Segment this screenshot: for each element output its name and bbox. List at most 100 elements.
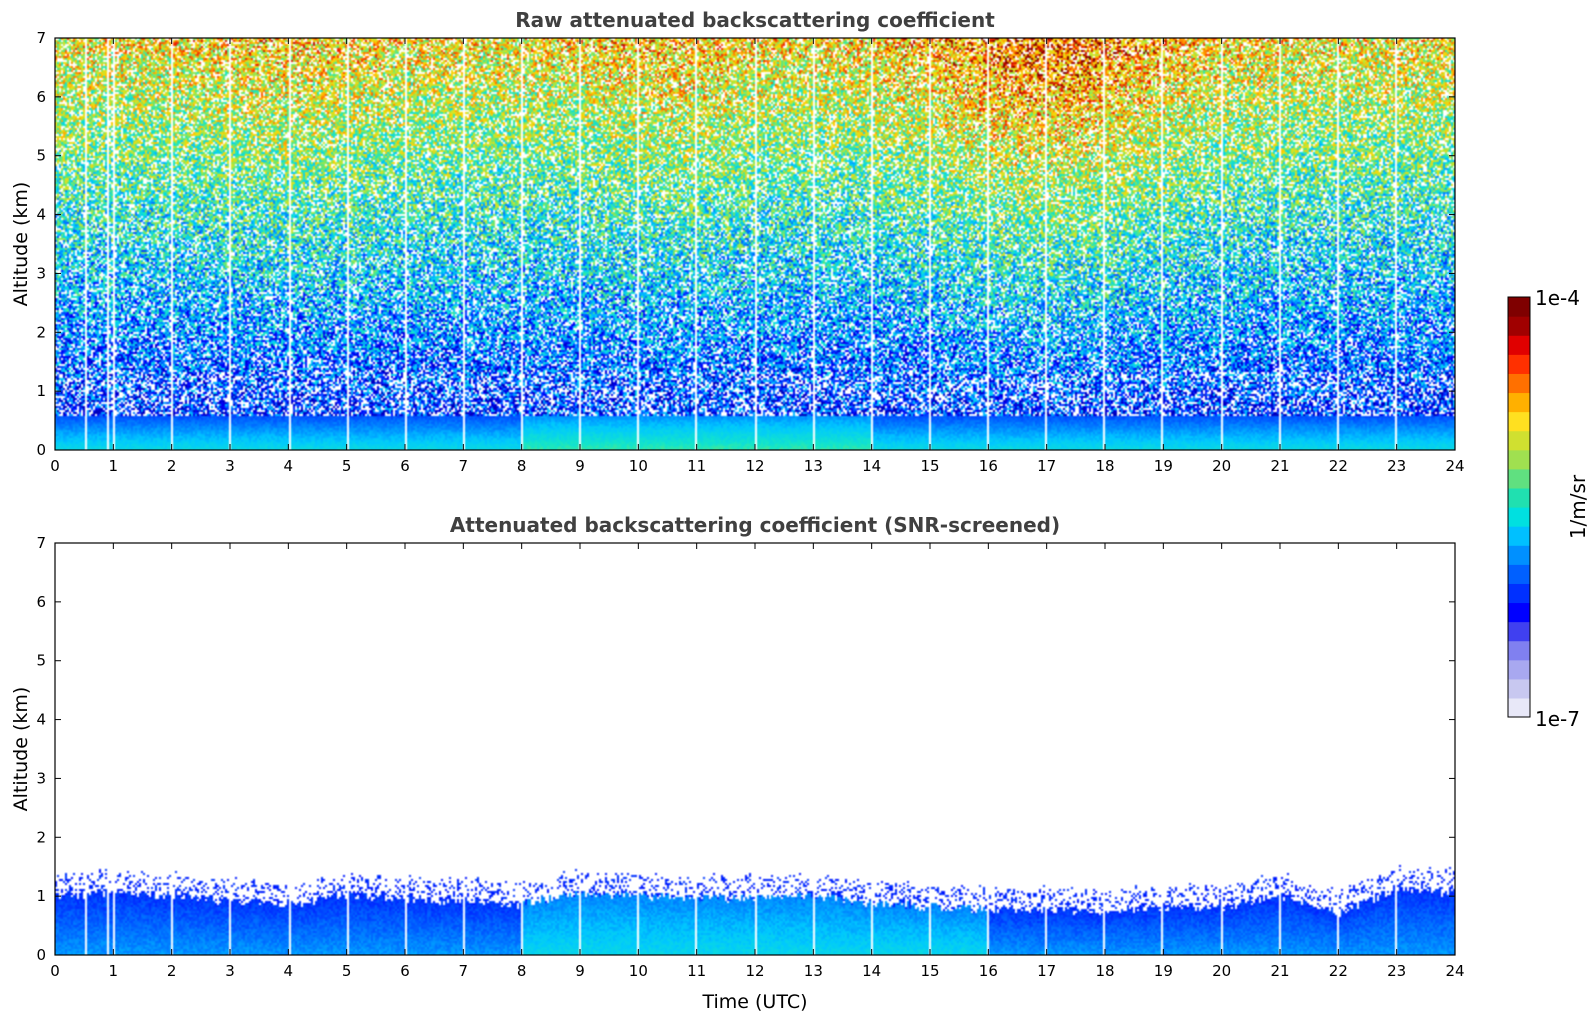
y-tick-label: 5 [36, 147, 46, 165]
x-tick-label: 11 [687, 457, 706, 475]
colorbar-cell [1508, 564, 1530, 584]
x-tick-label: 4 [284, 962, 294, 980]
x-tick-label: 9 [575, 457, 585, 475]
colorbar-cell [1508, 545, 1530, 565]
panel-raw: 0 1 2 3 4 5 6 7 8 9 10 11 12 13 14 15 16 17 18 19 20 21 22 23 24… [10, 8, 1465, 475]
heatmap-screened [55, 543, 1455, 955]
y-tick-label: 2 [36, 323, 46, 341]
x-ticks-screened: 0 1 2 3 4 5 6 7 8 9 10 11 12 13 14 15 16 17 18 19 20 21 22 23 24 [50, 543, 1465, 980]
x-tick-label: 5 [342, 962, 352, 980]
x-tick-label: 18 [1095, 962, 1114, 980]
x-tick-label: 5 [342, 457, 352, 475]
x-tick-label: 19 [1154, 962, 1173, 980]
x-tick-label: 15 [920, 962, 939, 980]
x-tick-label: 23 [1387, 962, 1406, 980]
colorbar-cell [1508, 526, 1530, 546]
colorbar-cell [1508, 507, 1530, 527]
colorbar-unit-label: 1/m/sr [1566, 474, 1590, 539]
x-tick-label: 16 [979, 457, 998, 475]
colorbar-cell [1508, 659, 1530, 680]
y-ticks-screened: 0 1 2 3 4 5 6 7 [36, 534, 1455, 964]
x-tick-label: 3 [225, 962, 235, 980]
x-tick-label: 20 [1212, 457, 1231, 475]
colorbar-cell [1508, 678, 1530, 699]
colorbar-cell [1508, 335, 1530, 355]
x-tick-label: 13 [804, 457, 823, 475]
x-tick-label: 22 [1329, 457, 1348, 475]
y-tick-label: 4 [36, 711, 46, 729]
heatmap-raw [55, 38, 1455, 450]
colorbar-cell [1508, 602, 1530, 623]
x-tick-label: 19 [1154, 457, 1173, 475]
colorbar-min-label: 1e-7 [1535, 707, 1580, 731]
xlabel-screened: Time (UTC) [701, 991, 807, 1013]
colorbar-cell [1508, 621, 1530, 642]
x-tick-label: 2 [167, 962, 177, 980]
title-raw: Raw attenuated backscattering coefficien… [515, 8, 995, 32]
x-tick-label: 10 [629, 962, 648, 980]
x-tick-label: 18 [1095, 457, 1114, 475]
colorbar-cell [1508, 430, 1530, 451]
x-tick-label: 4 [284, 457, 294, 475]
x-tick-label: 1 [109, 457, 119, 475]
x-tick-label: 22 [1329, 962, 1348, 980]
title-screened: Attenuated backscattering coefficient (S… [450, 513, 1060, 537]
x-tick-label: 24 [1445, 457, 1464, 475]
x-tick-label: 3 [225, 457, 235, 475]
ylabel-screened: Altitude (km) [10, 687, 32, 812]
x-tick-label: 6 [400, 962, 410, 980]
y-tick-label: 3 [36, 769, 46, 787]
colorbar-cell [1508, 449, 1530, 470]
x-tick-label: 13 [804, 962, 823, 980]
y-tick-label: 1 [36, 382, 46, 400]
x-tick-label: 0 [50, 962, 60, 980]
x-tick-label: 12 [745, 457, 764, 475]
y-tick-label: 6 [36, 88, 46, 106]
ylabel-raw: Altitude (km) [10, 182, 32, 307]
colorbar-cell [1508, 697, 1530, 718]
x-tick-label: 6 [400, 457, 410, 475]
y-tick-label: 5 [36, 652, 46, 670]
x-tick-label: 2 [167, 457, 177, 475]
colorbar-cell [1508, 373, 1530, 394]
x-ticks-raw: 0 1 2 3 4 5 6 7 8 9 10 11 12 13 14 15 16 17 18 19 20 21 22 23 24 [50, 38, 1465, 475]
colorbar-cell [1508, 297, 1530, 317]
colorbar-cell [1508, 392, 1530, 413]
x-tick-label: 8 [517, 457, 527, 475]
colorbar-cell [1508, 468, 1530, 489]
x-tick-label: 23 [1387, 457, 1406, 475]
x-tick-label: 24 [1445, 962, 1464, 980]
panel-screened: 0 1 2 3 4 5 6 7 8 9 10 11 12 13 14 15 16 17 18 19 20 21 22 23 24… [10, 513, 1465, 1013]
y-tick-label: 7 [36, 534, 46, 552]
x-tick-label: 7 [459, 457, 469, 475]
x-tick-label: 15 [920, 457, 939, 475]
x-tick-label: 7 [459, 962, 469, 980]
y-tick-label: 0 [36, 441, 46, 459]
x-tick-label: 9 [575, 962, 585, 980]
x-tick-label: 20 [1212, 962, 1231, 980]
x-tick-label: 8 [517, 962, 527, 980]
y-tick-label: 6 [36, 593, 46, 611]
colorbar-cell [1508, 411, 1530, 432]
x-tick-label: 21 [1270, 962, 1289, 980]
colorbar-cell [1508, 583, 1530, 604]
y-tick-label: 3 [36, 264, 46, 282]
colorbar-cell [1508, 640, 1530, 661]
y-tick-label: 2 [36, 828, 46, 846]
colorbar-cell [1508, 487, 1530, 508]
x-tick-label: 17 [1037, 457, 1056, 475]
colorbar-frame [1507, 296, 1531, 718]
x-tick-label: 14 [862, 457, 881, 475]
colorbar-cells [1508, 297, 1530, 718]
colorbar-cell [1508, 354, 1530, 374]
y-tick-label: 7 [36, 29, 46, 47]
colorbar-max-label: 1e-4 [1535, 286, 1580, 310]
colorbar-cell [1508, 316, 1530, 336]
x-tick-label: 16 [979, 962, 998, 980]
x-tick-label: 14 [862, 962, 881, 980]
y-tick-label: 0 [36, 946, 46, 964]
x-tick-label: 12 [745, 962, 764, 980]
x-tick-label: 0 [50, 457, 60, 475]
y-tick-label: 4 [36, 206, 46, 224]
